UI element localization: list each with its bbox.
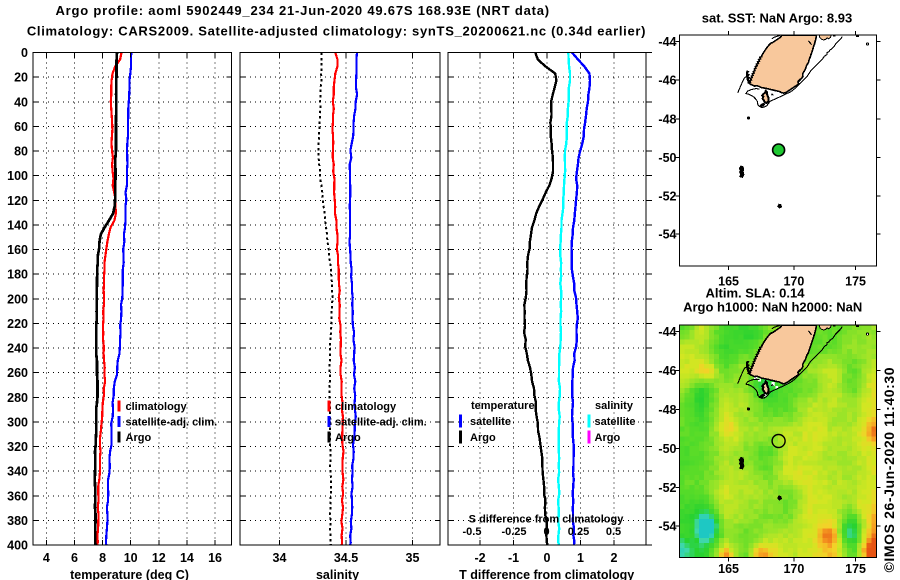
svg-text:-54: -54 (658, 520, 676, 534)
svg-text:260: 260 (7, 366, 28, 380)
svg-text:2: 2 (611, 551, 618, 565)
svg-text:S difference from climatology: S difference from climatology (469, 514, 625, 526)
svg-text:34: 34 (273, 551, 287, 565)
svg-text:-44: -44 (658, 35, 676, 49)
svg-text:175: 175 (845, 275, 866, 289)
svg-text:14: 14 (180, 551, 194, 565)
svg-text:400: 400 (7, 539, 28, 553)
svg-text:140: 140 (7, 218, 28, 232)
svg-text:temperature: temperature (471, 400, 535, 412)
svg-text:100: 100 (7, 169, 28, 183)
svg-text:240: 240 (7, 342, 28, 356)
svg-text:salinity: salinity (595, 400, 634, 412)
svg-text:280: 280 (7, 391, 28, 405)
svg-text:climatology: climatology (126, 401, 188, 413)
svg-text:-50: -50 (658, 151, 676, 165)
svg-text:0: 0 (544, 551, 551, 565)
svg-text:170: 170 (783, 275, 804, 289)
svg-text:16: 16 (208, 551, 222, 565)
svg-text:-46: -46 (658, 364, 676, 378)
svg-text:0: 0 (21, 46, 28, 60)
svg-text:20: 20 (14, 71, 28, 85)
svg-text:Altim. SLA: 0.14: Altim. SLA: 0.14 (706, 286, 806, 301)
svg-text:380: 380 (7, 514, 28, 528)
svg-text:Argo profile: aoml 5902449_234: Argo profile: aoml 5902449_234 21-Jun-20… (55, 3, 549, 18)
svg-text:salinity: salinity (316, 568, 359, 580)
svg-text:©IMOS 26-Jun-2020 11:40:30: ©IMOS 26-Jun-2020 11:40:30 (881, 367, 897, 573)
svg-text:Climatology: CARS2009. Satelli: Climatology: CARS2009. Satellite-adjuste… (27, 23, 646, 38)
svg-text:climatology: climatology (335, 401, 397, 413)
svg-text:-52: -52 (658, 190, 676, 204)
svg-text:180: 180 (7, 268, 28, 282)
svg-text:10: 10 (124, 551, 138, 565)
svg-text:satellite: satellite (470, 416, 511, 428)
svg-text:-52: -52 (658, 481, 676, 495)
svg-text:1: 1 (577, 551, 584, 565)
svg-text:-0.25: -0.25 (501, 526, 526, 538)
svg-text:4: 4 (43, 551, 50, 565)
svg-text:120: 120 (7, 194, 28, 208)
svg-text:0: 0 (543, 526, 549, 538)
svg-text:-0.5: -0.5 (463, 526, 482, 538)
svg-text:165: 165 (718, 275, 739, 289)
svg-text:200: 200 (7, 292, 28, 306)
svg-text:satellite-adj. clim.: satellite-adj. clim. (126, 417, 218, 429)
svg-text:340: 340 (7, 465, 28, 479)
svg-text:sat. SST: NaN Argo: 8.93: sat. SST: NaN Argo: 8.93 (702, 11, 853, 26)
svg-text:35: 35 (406, 551, 420, 565)
svg-text:160: 160 (7, 243, 28, 257)
svg-text:-50: -50 (658, 442, 676, 456)
svg-text:360: 360 (7, 489, 28, 503)
svg-text:300: 300 (7, 415, 28, 429)
svg-text:165: 165 (718, 562, 739, 576)
svg-text:-48: -48 (658, 112, 676, 126)
svg-text:-54: -54 (658, 228, 676, 242)
svg-text:6: 6 (71, 551, 78, 565)
svg-text:220: 220 (7, 317, 28, 331)
svg-text:-2: -2 (474, 551, 485, 565)
svg-text:34.5: 34.5 (334, 551, 358, 565)
svg-text:-48: -48 (658, 403, 676, 417)
svg-text:60: 60 (14, 120, 28, 134)
svg-text:satellite: satellite (595, 416, 636, 428)
svg-text:Argo h1000: NaN h2000: NaN: Argo h1000: NaN h2000: NaN (683, 300, 862, 315)
svg-text:Argo: Argo (470, 432, 496, 444)
svg-text:-44: -44 (658, 325, 676, 339)
svg-text:-46: -46 (658, 74, 676, 88)
svg-text:170: 170 (783, 562, 804, 576)
svg-text:0.5: 0.5 (606, 526, 621, 538)
svg-text:Argo: Argo (335, 432, 361, 444)
svg-text:0.25: 0.25 (568, 526, 589, 538)
svg-text:Argo: Argo (126, 432, 152, 444)
svg-text:T difference from climatology: T difference from climatology (459, 568, 634, 580)
svg-text:8: 8 (99, 551, 106, 565)
svg-text:satellite-adj. clim.: satellite-adj. clim. (335, 417, 427, 429)
svg-text:40: 40 (14, 95, 28, 109)
svg-text:temperature (deg C): temperature (deg C) (70, 568, 189, 580)
svg-text:320: 320 (7, 440, 28, 454)
svg-text:-1: -1 (508, 551, 519, 565)
svg-text:12: 12 (152, 551, 166, 565)
svg-text:175: 175 (845, 562, 866, 576)
svg-text:80: 80 (14, 145, 28, 159)
svg-text:Argo: Argo (595, 432, 621, 444)
